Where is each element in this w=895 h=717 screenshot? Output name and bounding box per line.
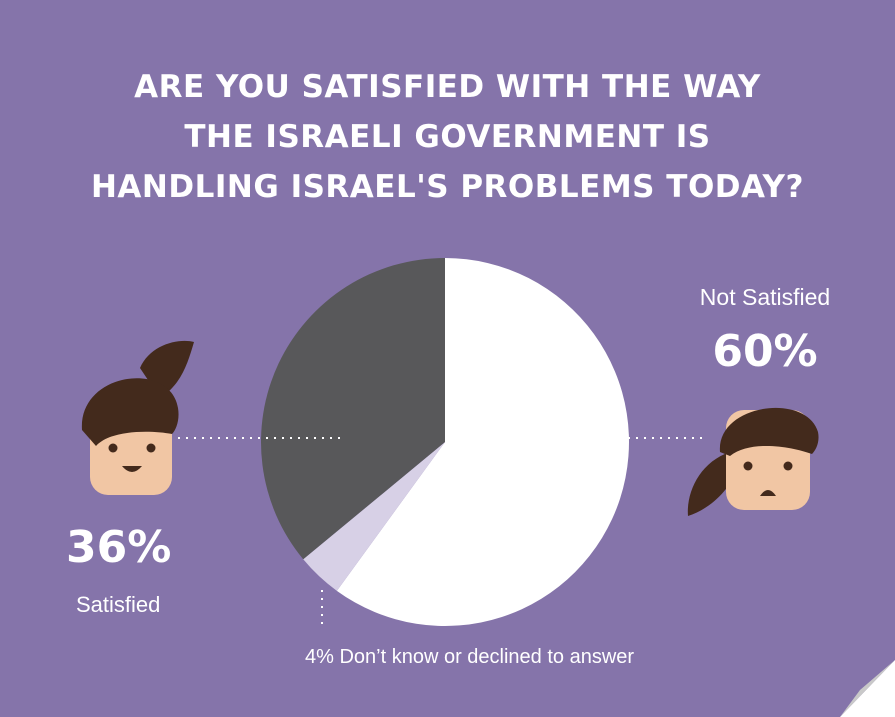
pie-slice-not-satisfied [336, 258, 630, 627]
not-satisfied-face-icon [687, 407, 819, 516]
pie-slices [261, 258, 630, 627]
not-satisfied-percent: 60% [712, 326, 818, 377]
chart-title: ARE YOU SATISFIED WITH THE WAY THE ISRAE… [40, 62, 855, 212]
title-line-2: THE ISRAELI GOVERNMENT IS [184, 119, 711, 155]
title-line-1: ARE YOU SATISFIED WITH THE WAY [134, 69, 761, 105]
dont-know-label: 4% Don’t know or declined to answer [305, 646, 635, 668]
satisfied-percent: 36% [66, 522, 172, 573]
satisfied-face-icon [81, 340, 194, 495]
not-satisfied-label: Not Satisfied [699, 284, 831, 310]
satisfied-label: Satisfied [76, 592, 161, 617]
pie-slice-satisfied [261, 258, 445, 560]
pie-slice-dont-know [303, 442, 445, 591]
title-line-3: HANDLING ISRAEL'S PROBLEMS TODAY? [90, 169, 804, 205]
page-curl-shadow [840, 660, 895, 717]
